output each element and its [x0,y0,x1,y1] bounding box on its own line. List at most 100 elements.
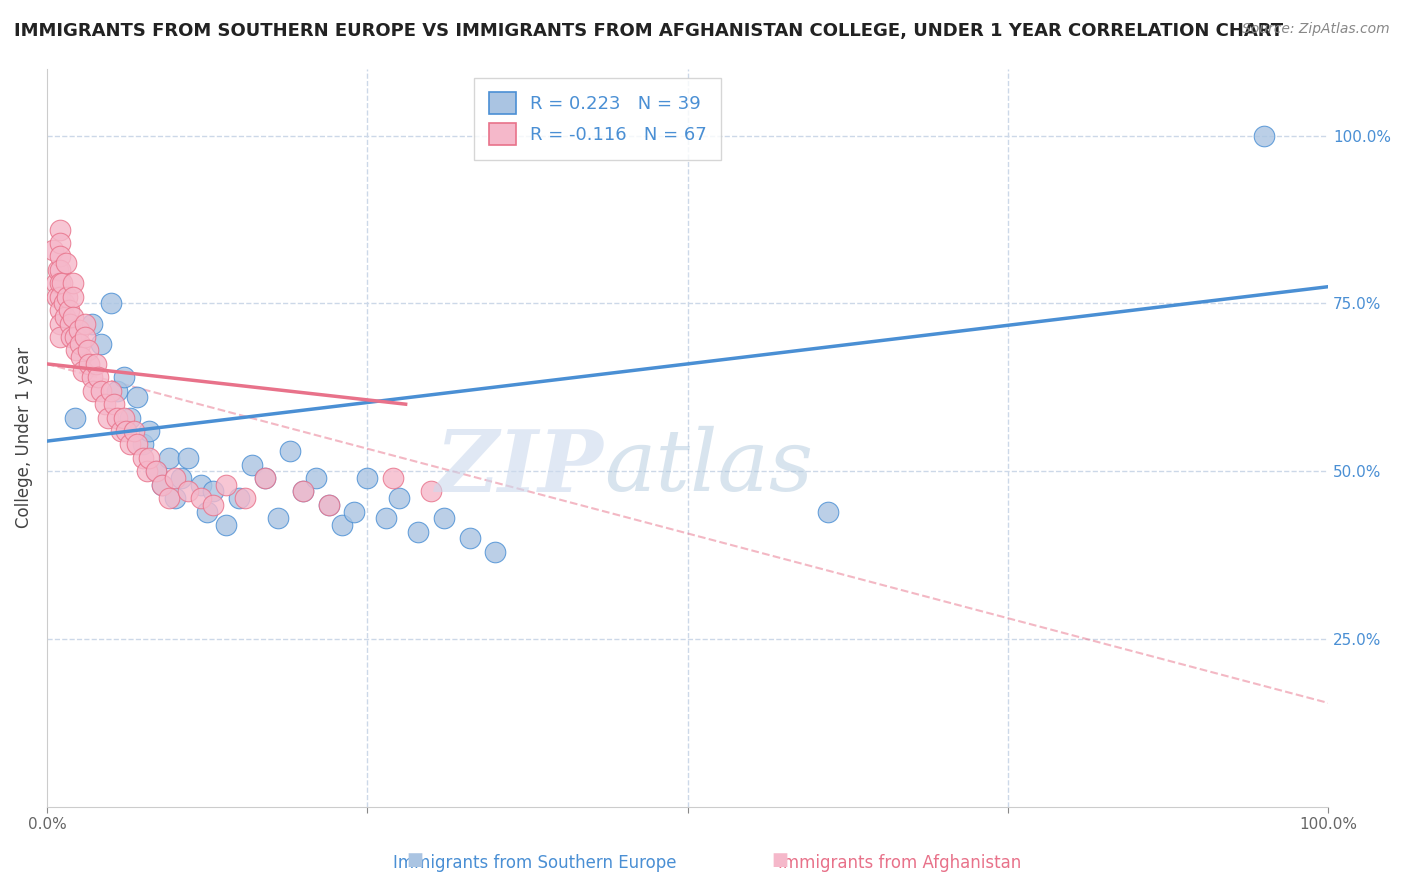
Point [80,317,103,331]
Point [59,317,82,331]
Point [122,424,145,438]
Point [53,310,76,324]
Point [48,222,70,236]
Point [48,330,70,344]
Point [120,410,142,425]
Point [72,363,94,377]
Point [253,471,276,485]
Point [145,464,167,478]
Point [110,424,132,438]
Point [157,450,180,465]
Point [375,511,398,525]
Point [215,518,238,533]
Point [266,511,288,525]
Point [343,505,366,519]
Point [163,491,186,505]
Point [356,471,378,485]
Point [195,505,218,519]
Point [69,336,91,351]
Point [62,310,84,324]
Point [150,477,173,491]
Point [330,518,353,533]
Point [228,491,250,505]
Point [45,277,67,291]
Text: atlas: atlas [605,426,813,508]
Point [253,471,276,485]
Point [120,437,142,451]
Point [87,370,110,384]
Point [433,511,456,525]
Point [235,491,257,505]
Text: Immigrants from Southern Europe: Immigrants from Southern Europe [392,855,676,872]
Point [82,384,104,398]
Point [177,484,200,499]
Point [132,437,155,451]
Point [97,410,120,425]
Text: ■: ■ [406,851,423,869]
Point [62,290,84,304]
Point [292,484,315,499]
Point [84,357,107,371]
Point [305,471,328,485]
Point [170,471,193,485]
Point [458,532,481,546]
Text: IMMIGRANTS FROM SOUTHERN EUROPE VS IMMIGRANTS FROM AFGHANISTAN COLLEGE, UNDER 1 : IMMIGRANTS FROM SOUTHERN EUROPE VS IMMIG… [14,22,1284,40]
Point [63,410,86,425]
Point [105,384,128,398]
Point [100,296,122,310]
Point [135,464,157,478]
Point [112,410,135,425]
Point [77,357,100,371]
Point [163,471,186,485]
Point [105,410,128,425]
Point [48,263,70,277]
Text: ZIP: ZIP [436,425,605,509]
Point [77,343,100,358]
Point [240,458,263,472]
Point [48,317,70,331]
Point [48,235,70,250]
Point [420,484,443,499]
Point [145,464,167,478]
Point [63,330,86,344]
Point [62,277,84,291]
Point [80,370,103,384]
Point [65,343,87,358]
Text: Immigrants from Afghanistan: Immigrants from Afghanistan [778,855,1022,872]
Point [48,290,70,304]
Point [115,424,138,438]
Point [278,444,301,458]
Point [100,384,122,398]
Point [388,491,411,505]
Point [125,437,148,451]
Point [190,477,212,491]
Point [177,450,200,465]
Point [58,303,80,318]
Point [190,491,212,505]
Point [70,350,93,364]
Point [90,384,112,398]
Point [125,391,148,405]
Point [408,524,430,539]
Point [215,477,238,491]
Point [75,330,97,344]
Point [138,450,160,465]
Point [48,303,70,318]
Point [60,330,83,344]
Point [51,277,73,291]
Point [112,370,135,384]
Point [1253,128,1275,143]
Text: ■: ■ [772,851,789,869]
Point [93,397,115,411]
Point [132,450,155,465]
Point [46,290,69,304]
Point [817,505,839,519]
Y-axis label: College, Under 1 year: College, Under 1 year [15,347,32,528]
Point [292,484,315,499]
Point [202,498,225,512]
Point [138,424,160,438]
Point [202,484,225,499]
Point [103,397,125,411]
Point [484,545,506,559]
Point [318,498,340,512]
